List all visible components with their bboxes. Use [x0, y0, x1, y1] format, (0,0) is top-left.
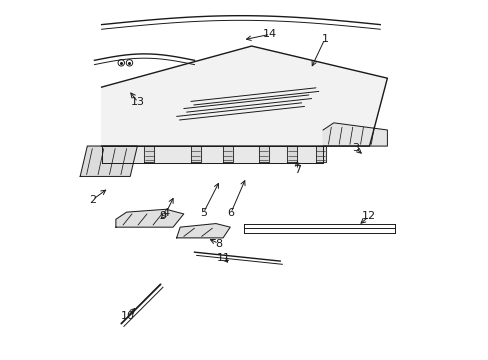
Text: 12: 12	[361, 211, 375, 221]
Text: 9: 9	[159, 211, 166, 221]
Polygon shape	[190, 146, 201, 162]
Polygon shape	[144, 146, 154, 162]
Text: 4: 4	[162, 208, 169, 218]
Polygon shape	[287, 146, 297, 162]
Text: 6: 6	[227, 208, 234, 218]
Text: 2: 2	[89, 195, 96, 204]
Text: 13: 13	[131, 97, 145, 107]
Text: 7: 7	[293, 165, 300, 175]
Text: 3: 3	[351, 143, 358, 153]
Polygon shape	[223, 146, 233, 162]
Polygon shape	[176, 224, 230, 238]
Polygon shape	[102, 46, 386, 146]
Polygon shape	[116, 209, 183, 227]
Polygon shape	[315, 146, 325, 162]
Polygon shape	[102, 146, 323, 163]
Text: 5: 5	[200, 208, 206, 218]
Text: 14: 14	[263, 29, 277, 39]
Text: 1: 1	[321, 34, 328, 44]
Polygon shape	[323, 123, 386, 146]
Polygon shape	[258, 146, 268, 162]
Text: 11: 11	[216, 253, 230, 263]
Polygon shape	[80, 146, 137, 176]
Text: 8: 8	[215, 239, 222, 249]
Text: 10: 10	[120, 311, 134, 321]
